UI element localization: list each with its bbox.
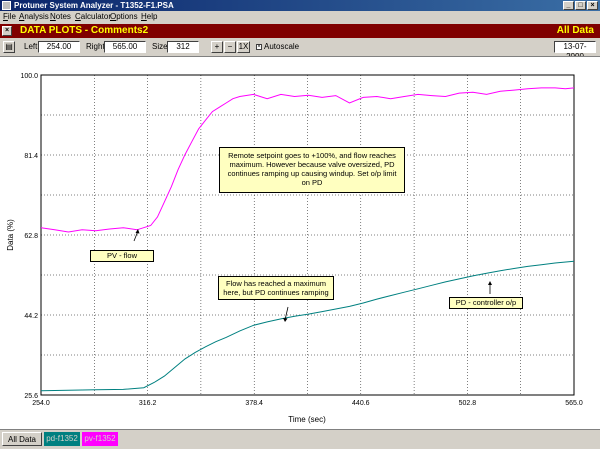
tab-pd-f1352[interactable]: pd-f1352 [44,432,80,446]
menu-options[interactable]: Options [110,11,138,22]
menu-notes-label: otes [55,12,71,21]
pan-icon[interactable]: ▤ [3,41,15,53]
series-line-pv-f1352 [40,87,575,233]
menu-calculator-label: alculator [80,12,112,21]
toolbar: ▤ Left 254.00 Right 565.00 Size 312 + − … [0,38,600,61]
menu-notes[interactable]: Notes [50,11,71,22]
left-field[interactable]: 254.00 [38,41,80,53]
plot-header: × DATA PLOTS - Comments2 All Data [0,24,600,38]
menu-options-label: ptions [116,12,138,21]
annotation-setpoint-line2: maximum. However because valve oversized… [229,160,395,169]
x-tick-label: 254.0 [32,400,50,407]
app-icon[interactable] [2,1,11,10]
plot-frame [40,74,575,396]
x-tick-label: 502.8 [459,400,477,407]
autoscale-checkbox[interactable]: × [256,44,262,50]
arrowhead-pv-flow [135,229,140,234]
menu-analysis[interactable]: Analysis [19,11,49,22]
menu-analysis-accel: A [19,12,25,21]
annotation-pv-flow-text: PV - flow [106,251,137,260]
size-field[interactable]: 312 [167,41,199,53]
y-tick-label: 44.2 [24,313,38,320]
zoom-1x-button[interactable]: 1X [237,41,250,53]
annotation-pv-flow: PV - flow [90,250,154,262]
autoscale-label: Autoscale [264,42,300,51]
annotation-flow-max: Flow has reached a maximum here, but PD … [218,276,334,300]
size-label: Size [152,42,168,51]
minimize-button[interactable]: _ [563,1,574,10]
x-tick-label: 316.2 [139,400,157,407]
annotation-arrows [133,229,492,322]
menu-bar: File Analysis Notes Calculator Options H… [0,11,600,22]
zoom-out-button[interactable]: − [224,41,236,53]
maximize-button[interactable]: □ [575,1,586,10]
grid [41,75,574,395]
tab-all-data[interactable]: All Data [2,432,42,446]
annotation-setpoint: Remote setpoint goes to +100%, and flow … [219,147,405,193]
x-tick-labels: 254.0 316.2 378.4 440.6 502.8 565.0 [32,400,583,407]
plot-canvas: 25.6 44.2 62.8 81.4 100.0 254.0 316.2 378.4 440… [6,73,583,424]
x-axis-label: Time (sec) [288,415,326,424]
arrow-flow-max [284,306,289,321]
window-title: Protuner System Analyzer - T1352-F1.PSA [14,1,174,10]
x-tick-label: 378.4 [245,400,263,407]
view-label: All Data [556,25,594,36]
arrowhead-flow-max [283,318,288,322]
y-tick-labels: 25.6 44.2 62.8 81.4 100.0 [20,73,38,400]
annotation-setpoint-line1: Remote setpoint goes to +100%, and flow … [228,151,396,160]
close-plot-button[interactable]: × [2,26,12,36]
left-label: Left [24,42,38,51]
y-tick-label: 25.6 [24,393,38,400]
y-tick-label: 100.0 [20,73,38,80]
menu-options-accel: O [110,12,117,21]
menu-calculator-accel: C [75,12,81,21]
y-axis-label: Data (%) [6,219,15,251]
menu-notes-accel: N [50,12,56,21]
series-line-pd-f1352 [40,260,575,392]
arrowhead-pd-output [488,281,492,285]
x-tick-label: 440.6 [352,400,370,407]
tab-bar: All Data pd-f1352 pv-f1352 [0,429,600,449]
annotation-setpoint-line4: on PD [301,178,323,187]
annotation-flow-max-line1: Flow has reached a maximum [225,279,327,288]
tab-pv-f1352[interactable]: pv-f1352 [82,432,118,446]
title-bar: Protuner System Analyzer - T1352-F1.PSA … [0,0,600,11]
menu-file-accel: F [3,12,8,21]
annotation-pd-output: PD - controller o/p [449,297,523,309]
right-label: Right [86,42,105,51]
menu-help-label: elp [146,12,158,21]
y-tick-label: 62.8 [24,233,38,240]
menu-calculator[interactable]: Calculator [75,11,111,22]
menu-help[interactable]: Help [141,11,157,22]
y-tick-label: 81.4 [24,153,38,160]
right-field[interactable]: 565.00 [104,41,146,53]
close-button[interactable]: × [587,1,598,10]
annotation-flow-max-line2: here, but PD continues ramping [223,288,329,297]
annotation-pd-output-text: PD - controller o/p [455,298,517,307]
menu-help-accel: H [141,12,147,21]
menu-analysis-label: nalysis [24,12,49,21]
date-field: 13-07-2000 [554,41,596,61]
plot-title: DATA PLOTS - Comments2 [20,25,149,36]
annotation-setpoint-line3: continues ramping up causing windup. Set… [227,169,397,178]
plot-panel: 25.6 44.2 62.8 81.4 100.0 254.0 316.2 378.4 440… [0,56,600,429]
series-group [40,87,575,392]
zoom-in-button[interactable]: + [211,41,223,53]
menu-file[interactable]: File [3,11,16,22]
x-tick-label: 565.0 [565,400,583,407]
menu-file-label: ile [7,12,16,21]
